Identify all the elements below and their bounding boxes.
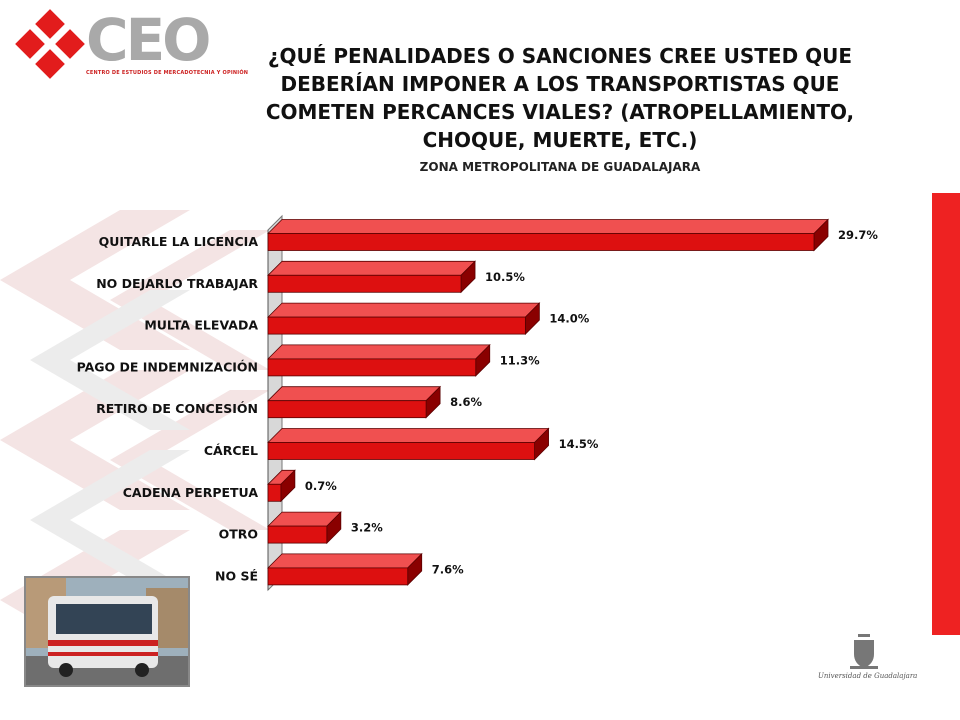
value-label: 14.5% — [559, 437, 599, 451]
bar — [267, 385, 442, 419]
category-label: NO DEJARLO TRABAJAR — [96, 276, 258, 291]
category-label: CÁRCEL — [204, 443, 258, 458]
bar-top-face — [267, 219, 829, 234]
value-label: 3.2% — [351, 521, 383, 535]
bar-front-face — [267, 442, 535, 460]
bar-top-face — [267, 553, 423, 569]
bar-front-face — [267, 567, 409, 586]
chart-subtitle: ZONA METROPOLITANA DE GUADALAJARA — [419, 160, 701, 174]
bar — [267, 511, 342, 545]
value-label: 8.6% — [450, 395, 482, 409]
chart-title: ¿QUÉ PENALIDADES O SANCIONES CREE USTED … — [265, 44, 855, 152]
value-label: 0.7% — [305, 479, 337, 493]
bar-top-face — [267, 428, 550, 443]
ceo-logo-text: CEO — [86, 6, 211, 74]
bar-front-face — [267, 525, 328, 544]
value-label: 11.3% — [500, 353, 540, 367]
category-label: OTRO — [219, 527, 258, 542]
bar — [267, 260, 476, 294]
bar — [267, 343, 491, 377]
value-label: 7.6% — [432, 562, 464, 576]
bar-front-face — [267, 358, 477, 377]
side-red-strip — [932, 193, 960, 635]
value-label: 10.5% — [485, 270, 525, 284]
category-label: CADENA PERPETUA — [123, 485, 259, 500]
bar-front-face — [267, 483, 282, 502]
bar-top-face — [267, 344, 491, 360]
bar — [267, 552, 423, 586]
category-label: QUITARLE LA LICENCIA — [99, 234, 259, 249]
value-label: 14.0% — [549, 312, 589, 326]
category-label: RETIRO DE CONCESIÓN — [96, 401, 258, 416]
bar — [267, 427, 550, 461]
category-label: NO SÉ — [215, 568, 258, 583]
ceo-logo-subtitle: CENTRO DE ESTUDIOS DE MERCADOTECNIA Y OP… — [86, 70, 249, 76]
bar — [267, 469, 296, 503]
bus-photo — [24, 576, 190, 687]
udg-logo — [814, 630, 914, 682]
value-label: 29.7% — [838, 228, 878, 242]
ceo-logo-diamonds-icon — [10, 4, 90, 84]
bar-top-face — [267, 302, 541, 318]
bar-top-face — [267, 260, 476, 276]
bar — [267, 218, 829, 252]
bar-front-face — [267, 233, 815, 251]
udg-shield-icon — [850, 634, 878, 669]
bar-top-face — [267, 386, 442, 402]
bar — [267, 302, 541, 336]
category-label: PAGO DE INDEMNIZACIÓN — [77, 359, 258, 374]
ceo-logo — [10, 4, 222, 88]
udg-logo-text: Universidad de Guadalajara — [818, 672, 918, 680]
category-label: MULTA ELEVADA — [144, 318, 258, 333]
bar-front-face — [267, 274, 462, 293]
bar-front-face — [267, 400, 427, 419]
bar-front-face — [267, 316, 526, 335]
